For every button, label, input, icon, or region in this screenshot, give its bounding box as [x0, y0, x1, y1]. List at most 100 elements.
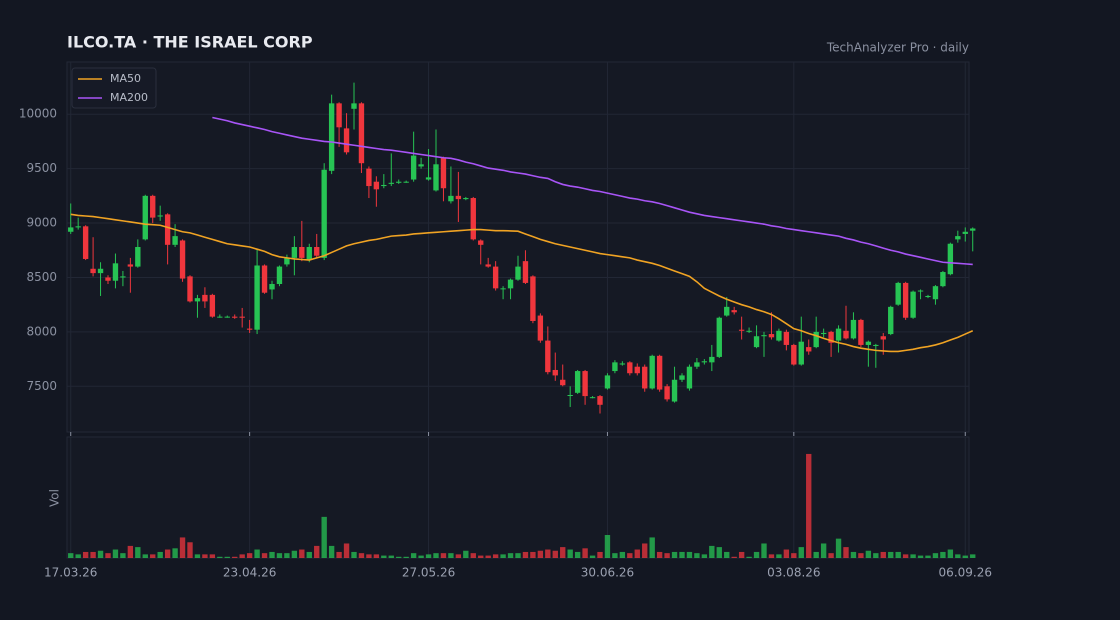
candle-body [820, 332, 827, 335]
candle-body [351, 103, 357, 109]
candle-body [276, 266, 283, 284]
volume-bar [806, 453, 812, 558]
candle-body [157, 215, 163, 217]
candle-body [239, 316, 245, 318]
volume-bar [962, 555, 968, 558]
candle-body [791, 344, 797, 365]
candle-body [813, 331, 819, 348]
volume-bar [75, 554, 81, 558]
candle-body [947, 243, 954, 275]
candle-body [291, 247, 298, 258]
candle-body [910, 291, 916, 318]
candle-body [783, 331, 790, 345]
candle-body [485, 264, 491, 267]
candle-body [448, 195, 454, 202]
candle-body [336, 103, 342, 128]
volume-bar [649, 537, 655, 558]
volume-bar [448, 553, 454, 558]
candle-body [582, 371, 588, 397]
candle-body [269, 284, 275, 290]
volume-bar [604, 535, 611, 558]
volume-bar [746, 556, 752, 558]
volume-bar [813, 551, 819, 558]
volume-bar [932, 553, 939, 558]
volume-bar [850, 551, 857, 558]
volume-bar [858, 553, 864, 558]
volume-bar [172, 548, 178, 558]
volume-bar [776, 554, 782, 558]
volume-bar [783, 549, 790, 558]
candle-body [463, 198, 469, 200]
volume-bar [970, 554, 976, 558]
candle-body [150, 195, 156, 218]
volume-bar [925, 555, 931, 558]
volume-bar [701, 554, 708, 558]
ma-line [70, 213, 974, 353]
volume-bar [358, 553, 365, 558]
chart-title: ILCO.TA · THE ISRAEL CORP [67, 33, 313, 52]
volume-bar [492, 554, 499, 558]
volume-bar [634, 549, 640, 558]
candle-body [604, 375, 611, 389]
candle-body [619, 363, 626, 365]
volume-bar [537, 550, 544, 558]
volume-bar [82, 551, 89, 558]
volume-bar [694, 553, 700, 558]
volume-bar [530, 551, 536, 558]
y-tick-label: 8500 [26, 270, 57, 284]
candle-body [172, 236, 178, 245]
volume-bar [515, 553, 521, 558]
candle-body [955, 236, 961, 240]
candle-body [358, 103, 365, 164]
y-tick-label: 7500 [26, 379, 57, 393]
candle-body [217, 316, 223, 318]
candle-body [686, 366, 693, 389]
volume-bar [597, 551, 603, 558]
candle-body [932, 286, 939, 300]
candle-body [768, 334, 775, 338]
candle-body [962, 231, 968, 234]
candle-body [90, 268, 96, 274]
candle-body [940, 272, 946, 287]
volume-bar [418, 555, 424, 558]
candle-body [381, 184, 387, 187]
candle-body [142, 195, 148, 240]
volume-bar [373, 554, 380, 558]
volume-bar [478, 555, 484, 558]
volume-bar [239, 554, 245, 558]
volume-bar [261, 553, 268, 558]
candle-body [396, 181, 402, 183]
candle-body [261, 265, 268, 293]
candle-body [649, 355, 655, 389]
volume-bar [522, 551, 529, 558]
candle-body [478, 240, 484, 245]
volume-bar [440, 553, 447, 558]
candle-body [671, 379, 678, 402]
x-tick-label: 03.08.26 [767, 566, 820, 580]
candle-body [545, 340, 551, 373]
volume-bar [112, 549, 119, 558]
moving-averages [70, 116, 974, 353]
candle-body [82, 226, 89, 259]
volume-bar [888, 551, 894, 558]
volume-bar [202, 554, 208, 558]
volume-bar [560, 547, 566, 558]
volume-bar [656, 551, 663, 558]
candle-body [75, 226, 81, 228]
candle-body [343, 128, 350, 153]
volume-bar [791, 553, 797, 558]
volume-bar [947, 549, 954, 558]
legend-label: MA200 [110, 91, 148, 104]
candle-body [314, 247, 320, 256]
volume-bar [686, 551, 693, 558]
candle-body [127, 264, 134, 267]
volume-bar [865, 550, 872, 558]
candle-body [634, 366, 640, 374]
volume-bar [731, 556, 737, 558]
candle-body [850, 319, 857, 339]
candle-body [724, 306, 730, 316]
candle-body [627, 362, 633, 374]
volume-bar [217, 556, 223, 558]
volume-bar [328, 545, 335, 558]
